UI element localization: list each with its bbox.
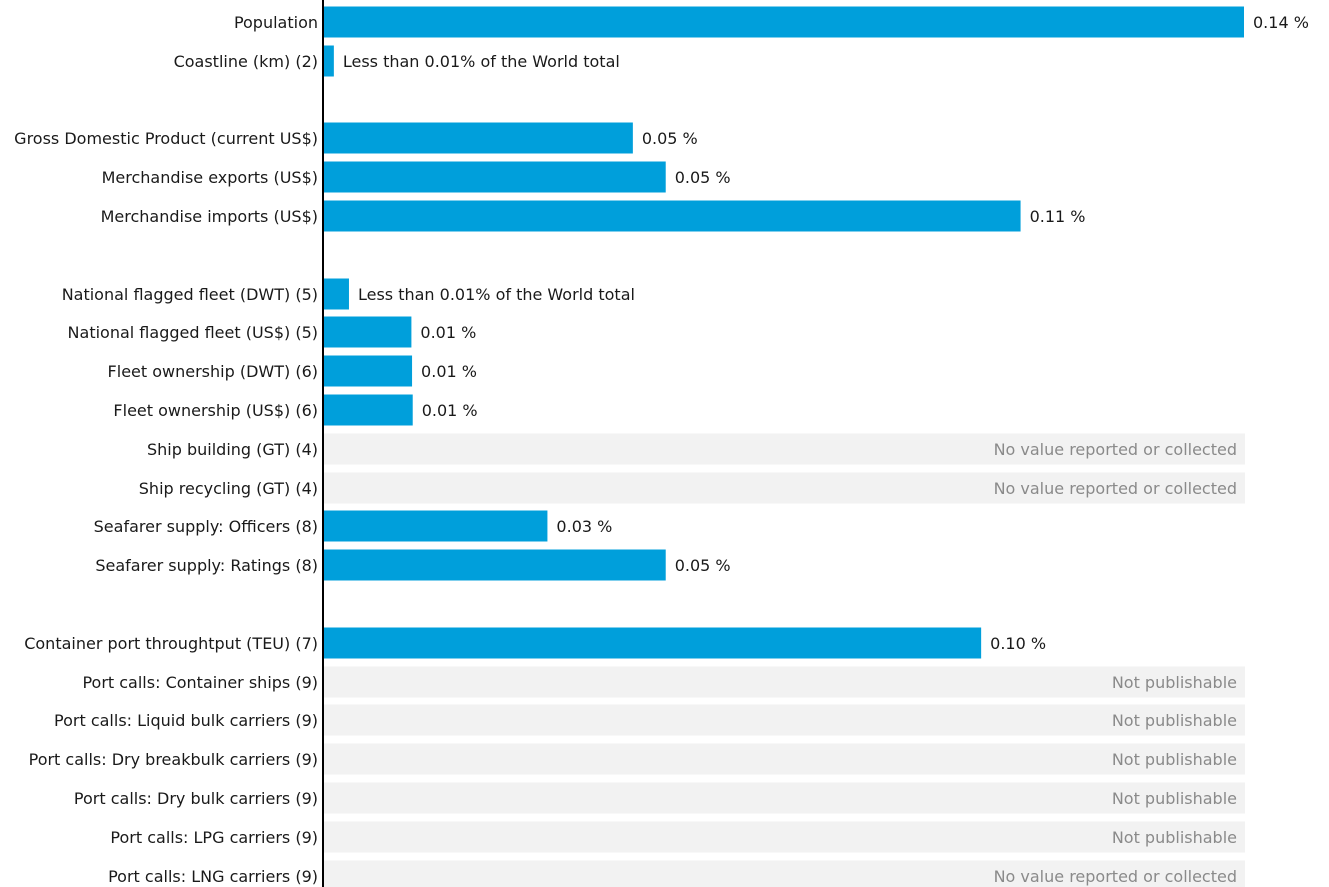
category-label: National flagged fleet (DWT) (5) (62, 285, 318, 304)
value-label: 0.03 % (556, 517, 612, 536)
category-label: Coastline (km) (2) (174, 52, 318, 71)
no-data-band (324, 860, 1245, 887)
category-label: Merchandise exports (US$) (102, 168, 318, 187)
no-data-band (324, 782, 1245, 814)
category-label: Port calls: Dry bulk carriers (9) (74, 789, 318, 808)
category-label: Container port throughtput (TEU) (7) (24, 634, 318, 653)
no-data-label: Not publishable (1112, 789, 1237, 808)
no-data-label: Not publishable (1112, 750, 1237, 769)
category-label: Ship building (GT) (4) (147, 440, 318, 459)
category-label: Ship recycling (GT) (4) (139, 479, 318, 498)
no-data-band (324, 472, 1245, 504)
bar (324, 45, 334, 77)
no-data-label: Not publishable (1112, 711, 1237, 730)
no-data-band (324, 821, 1245, 853)
value-label: 0.01 % (420, 323, 476, 342)
bar (324, 394, 413, 426)
category-label: Merchandise imports (US$) (101, 207, 318, 226)
value-label: 0.14 % (1253, 13, 1309, 32)
no-data-label: Not publishable (1112, 828, 1237, 847)
category-label: Port calls: Dry breakbulk carriers (9) (29, 750, 318, 769)
value-label: 0.05 % (642, 129, 698, 148)
category-label: Fleet ownership (DWT) (6) (108, 362, 318, 381)
value-label: Less than 0.01% of the World total (343, 52, 620, 71)
no-data-band (324, 666, 1245, 698)
bar (324, 6, 1244, 38)
bar (324, 627, 982, 659)
bar (324, 200, 1021, 232)
category-label: Seafarer supply: Officers (8) (94, 517, 318, 536)
bar (324, 510, 548, 542)
category-label: Fleet ownership (US$) (6) (113, 401, 318, 420)
no-data-label: No value reported or collected (994, 479, 1237, 498)
category-label: Port calls: LNG carriers (9) (108, 867, 318, 886)
bar (324, 316, 412, 348)
no-data-band (324, 704, 1245, 736)
bar (324, 122, 633, 154)
no-data-label: No value reported or collected (994, 440, 1237, 459)
bar (324, 161, 666, 193)
category-label: Gross Domestic Product (current US$) (14, 129, 318, 148)
bar (324, 278, 349, 310)
value-label: 0.05 % (675, 168, 731, 187)
category-label: Port calls: LPG carriers (9) (110, 828, 318, 847)
bar (324, 549, 666, 581)
value-label: Less than 0.01% of the World total (358, 285, 635, 304)
no-data-band (324, 743, 1245, 775)
value-label: 0.10 % (990, 634, 1046, 653)
category-label: Port calls: Liquid bulk carriers (9) (54, 711, 318, 730)
category-label: National flagged fleet (US$) (5) (68, 323, 318, 342)
value-label: 0.01 % (422, 401, 478, 420)
value-label: 0.05 % (675, 556, 731, 575)
category-label: Population (234, 13, 318, 32)
no-data-label: Not publishable (1112, 673, 1237, 692)
no-data-band (324, 433, 1245, 465)
value-label: 0.01 % (421, 362, 477, 381)
no-data-label: No value reported or collected (994, 867, 1237, 886)
bar (324, 355, 413, 387)
category-label: Port calls: Container ships (9) (82, 673, 318, 692)
value-label: 0.11 % (1030, 207, 1086, 226)
category-label: Seafarer supply: Ratings (8) (95, 556, 318, 575)
